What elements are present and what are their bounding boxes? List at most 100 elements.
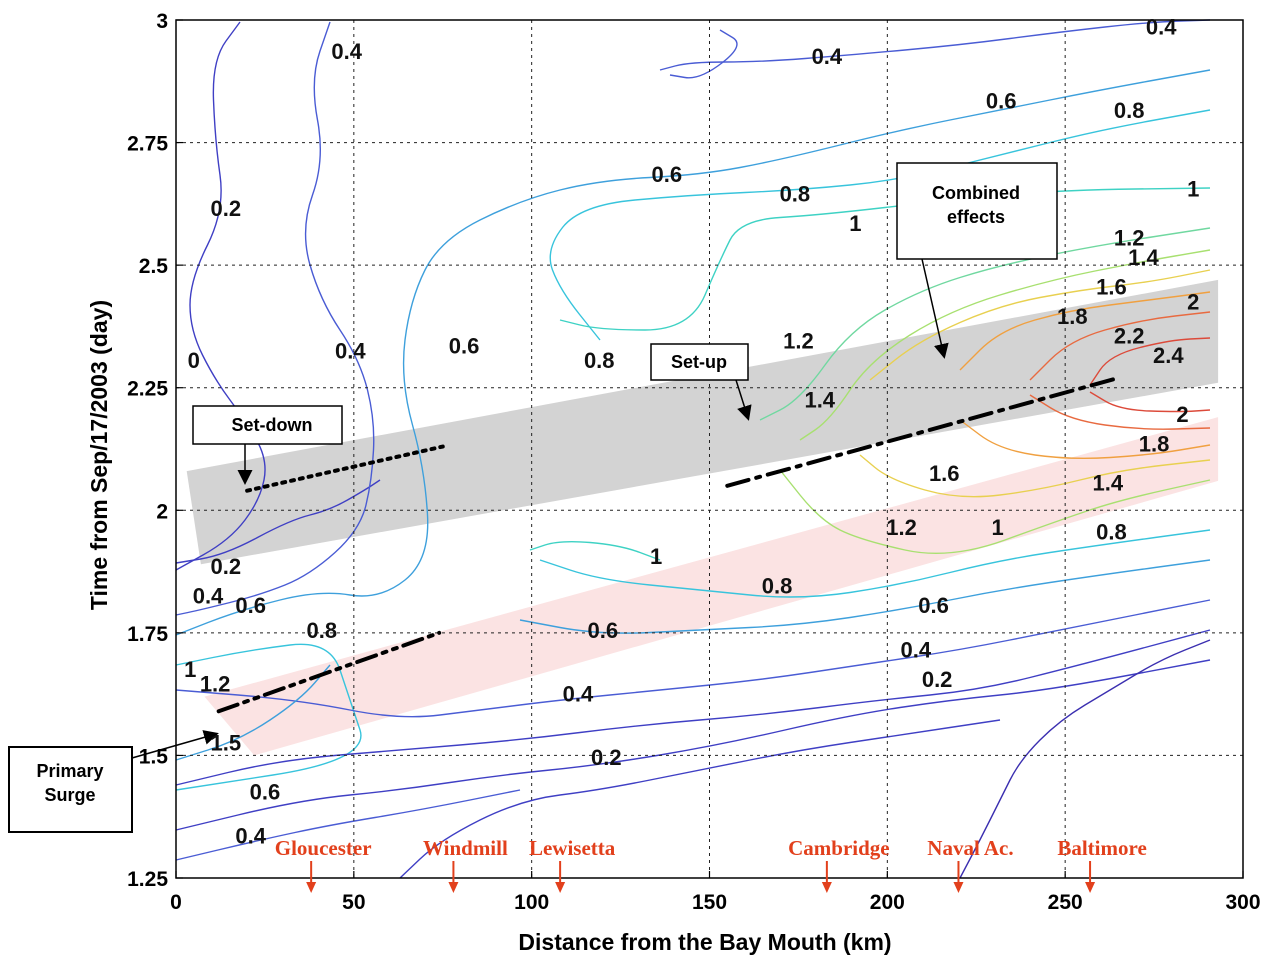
x-tick-label: 50	[342, 891, 365, 914]
contour-label: 0.8	[307, 618, 338, 643]
contour-label: 0.6	[652, 162, 683, 187]
station-label: Naval Ac.	[927, 836, 1013, 860]
contour-line	[1029, 311, 1211, 381]
contour-line	[959, 639, 1211, 879]
contour-label: 0.6	[449, 333, 480, 358]
x-tick-label: 250	[1048, 891, 1083, 914]
contour-line	[399, 719, 1001, 879]
contour-label: 0.8	[1096, 520, 1127, 545]
contour-line	[759, 227, 1211, 421]
y-tick-label: 2.5	[139, 255, 169, 278]
shaded-bands	[186, 279, 1219, 756]
station-label: Baltimore	[1057, 836, 1146, 860]
contour-line	[175, 69, 1211, 636]
contour-label: 1	[650, 544, 662, 569]
x-tick-label: 0	[170, 891, 182, 914]
contour-line	[659, 19, 1211, 71]
contour-label: 0.4	[335, 338, 366, 363]
station-arrow-head	[1085, 882, 1096, 893]
set-down-label: Set-down	[232, 415, 313, 435]
combined-effects-label-2: effects	[947, 207, 1005, 227]
annotation-line	[245, 444, 445, 493]
contour-line	[175, 629, 1211, 786]
contour-line	[539, 529, 1211, 598]
contour-label: 0.4	[900, 637, 931, 662]
y-tick-label: 1.5	[139, 745, 169, 768]
station-arrow-head	[555, 882, 566, 893]
contour-line	[1029, 394, 1211, 430]
contour-line	[519, 559, 1211, 634]
contour-line	[175, 21, 375, 616]
contour-label: 1.8	[1057, 304, 1088, 329]
x-tick-label: 150	[692, 891, 727, 914]
station-arrow-head	[306, 882, 317, 893]
set-up-arrow	[735, 379, 752, 421]
contour-line	[1089, 337, 1211, 386]
x-axis-label: Distance from the Bay Mouth (km)	[518, 929, 891, 955]
contour-label: 1	[184, 657, 196, 682]
contour-label: 0.6	[235, 593, 266, 618]
station-arrow-head	[821, 882, 832, 893]
contour-line	[175, 789, 521, 861]
contour-label: 1.6	[1096, 275, 1127, 300]
contour-labels: 0.4 0.40.40.6 0.80.60.8110.21.21.41.61.822…	[184, 15, 1199, 849]
contour-label: 0.6	[588, 618, 619, 643]
station-label: Cambridge	[788, 836, 890, 860]
contour-line	[175, 659, 1211, 831]
y-tick-label: 2.25	[127, 378, 168, 401]
contour-line	[549, 109, 1211, 341]
contour-line	[859, 454, 1211, 498]
contour-line	[175, 21, 266, 571]
contour-line	[959, 291, 1211, 371]
contour-label: 0.2	[210, 554, 241, 579]
contour-label: 1.5	[210, 731, 241, 756]
y-tick-label: 2.75	[127, 133, 168, 156]
contour-label: 2	[1187, 289, 1199, 314]
y-tick-label: 1.25	[127, 868, 168, 891]
contour-label: 0.4	[193, 583, 224, 608]
contour-label: 0.6	[918, 593, 949, 618]
contour-label: 2.4	[1153, 343, 1184, 368]
set-up-label: Set-up	[671, 352, 727, 372]
contour-line	[779, 469, 1211, 555]
grid-lines	[176, 20, 1243, 878]
contour-line	[669, 29, 738, 79]
annotation-lines	[131, 258, 1121, 759]
contour-label: 1.4	[1128, 245, 1159, 270]
y-axis-label: Time from Sep/17/2003 (day)	[86, 300, 112, 610]
contour-label: 1	[991, 515, 1003, 540]
x-tick-label: 100	[514, 891, 549, 914]
x-tick-label: 200	[870, 891, 905, 914]
contour-line	[869, 269, 1211, 381]
station-label: Windmill	[423, 836, 508, 860]
x-tick-label: 300	[1225, 891, 1260, 914]
contour-label: 0.8	[1114, 98, 1145, 123]
contour-label: 0.6	[986, 88, 1017, 113]
contour-label: 0.4	[235, 824, 266, 849]
contour-label: 1.2	[783, 328, 814, 353]
annotation-box-set-up: Set-up	[650, 343, 749, 381]
station-arrow-head	[953, 882, 964, 893]
contour-label: 1	[849, 211, 861, 236]
y-tick-label: 3	[156, 10, 168, 33]
y-tick-label: 1.75	[127, 623, 168, 646]
contour-label: 1.2	[886, 515, 917, 540]
station-arrow-head	[448, 882, 459, 893]
contour-label: 1.8	[1139, 431, 1170, 456]
contour-label: 1.2	[1114, 226, 1145, 251]
contour-label: 0.4	[563, 681, 594, 706]
contour-label: 0.4	[812, 44, 843, 69]
contour-line	[175, 643, 362, 791]
annotation-box-set-down: Set-down	[192, 405, 343, 445]
station-markers: Gloucester Windmill Lewisetta Cambridge Nava…	[275, 836, 1147, 893]
contour-label: 1.4	[1093, 471, 1124, 496]
contour-label: 0	[188, 348, 200, 373]
contour-label: 0.8	[584, 348, 615, 373]
contour-label: 0.8	[762, 574, 793, 599]
contour-label: 1	[1187, 177, 1199, 202]
annotation-box-primary-surge: Primary Surge	[8, 746, 133, 833]
contour-label: 1.6	[929, 461, 960, 486]
band-pink	[204, 417, 1219, 756]
contour-label: 0.8	[780, 181, 811, 206]
